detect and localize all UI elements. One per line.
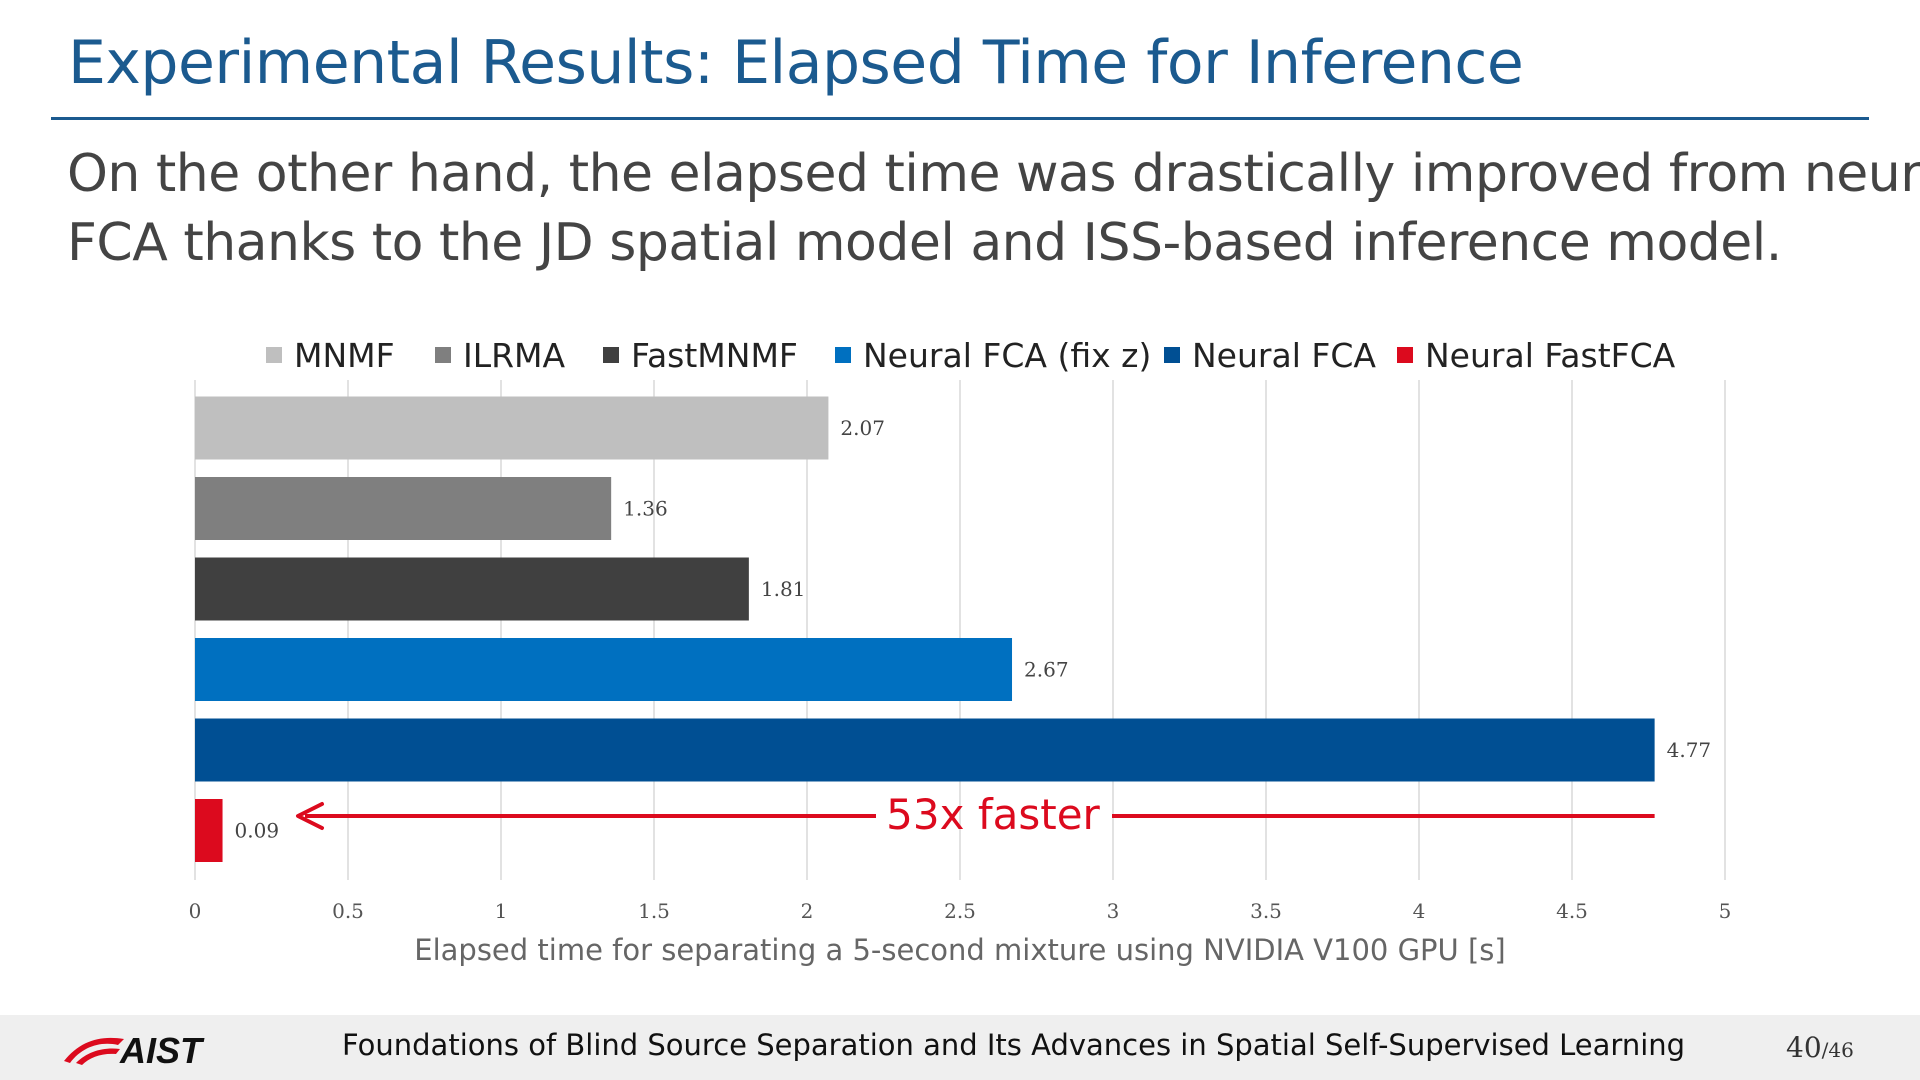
footer-title: Foundations of Blind Source Separation a…	[342, 1028, 1686, 1062]
legend-label: Neural FCA (fix z)	[863, 335, 1152, 375]
slide-title: Experimental Results: Elapsed Time for I…	[68, 28, 1524, 98]
x-tick-label: 2.5	[944, 899, 976, 923]
legend-swatch	[603, 347, 619, 363]
x-tick-label: 4.5	[1556, 899, 1588, 923]
legend-item-ilrma: ILRMA	[435, 330, 565, 380]
x-tick-label: 5	[1719, 899, 1732, 923]
legend-item-fastmnmf: FastMNMF	[603, 330, 798, 380]
chart-legend: MNMF ILRMA FastMNMF Neural FCA (fix z) N…	[0, 330, 1920, 380]
legend-swatch	[1397, 347, 1413, 363]
x-tick-label: 0.5	[332, 899, 364, 923]
bar	[195, 638, 1013, 701]
bar-chart: 0 0.5 1 1.5 2 2.5 3 3.5 4 4.5 5 2.07 1.36 1.81 2.67 4.7…	[189, 380, 1732, 967]
slide-body: On the other hand, the elapsed time was …	[67, 140, 1920, 278]
title-divider	[51, 117, 1869, 120]
legend-swatch	[835, 347, 851, 363]
logo-text: AIST	[119, 1030, 205, 1069]
bar	[195, 799, 223, 862]
legend-swatch	[1164, 347, 1180, 363]
page-total: /46	[1821, 1038, 1854, 1062]
arrow-head	[296, 802, 324, 830]
legend-item-neural-fca: Neural FCA	[1164, 330, 1376, 380]
legend-swatch	[266, 347, 282, 363]
x-tick-label: 2	[801, 899, 814, 923]
legend-item-neural-fca-fix-z: Neural FCA (fix z)	[835, 330, 1151, 380]
x-tick-label: 0	[189, 899, 202, 923]
x-tick-label: 3.5	[1250, 899, 1282, 923]
bar-value-label: 0.09	[235, 819, 280, 843]
legend-label: FastMNMF	[631, 335, 798, 375]
annotation-text: 53x faster	[886, 790, 1100, 839]
body-line: FCA thanks to the JD spatial model and I…	[67, 213, 1782, 273]
legend-swatch	[435, 347, 451, 363]
bar-value-label: 4.77	[1667, 738, 1712, 762]
bar	[195, 396, 829, 460]
legend-label: Neural FCA	[1192, 335, 1376, 375]
legend-label: ILRMA	[463, 335, 566, 375]
bar-value-label: 1.36	[623, 497, 668, 521]
bar-value-label: 2.67	[1024, 658, 1069, 682]
page-number: 40/46	[1786, 1031, 1854, 1064]
bar	[195, 557, 749, 621]
x-axis-label: Elapsed time for separating a 5-second m…	[414, 933, 1505, 967]
x-tick-label: 1.5	[638, 899, 670, 923]
page-current: 40	[1786, 1031, 1822, 1064]
bar	[195, 477, 612, 540]
legend-label: MNMF	[294, 335, 395, 375]
legend-item-mnmf: MNMF	[266, 330, 395, 380]
bar-value-label: 2.07	[840, 416, 885, 440]
footer: AIST Foundations of Blind Source Separat…	[0, 1015, 1920, 1080]
bar-value-label: 1.81	[761, 577, 806, 601]
legend-item-neural-fastfca: Neural FastFCA	[1397, 330, 1675, 380]
legend-label: Neural FastFCA	[1425, 335, 1676, 375]
aist-logo: AIST	[64, 1030, 205, 1069]
x-tick-label: 4	[1413, 899, 1426, 923]
x-tick-label: 3	[1107, 899, 1120, 923]
body-line: On the other hand, the elapsed time was …	[67, 144, 1920, 204]
x-tick-label: 1	[495, 899, 508, 923]
bar	[195, 718, 1655, 782]
